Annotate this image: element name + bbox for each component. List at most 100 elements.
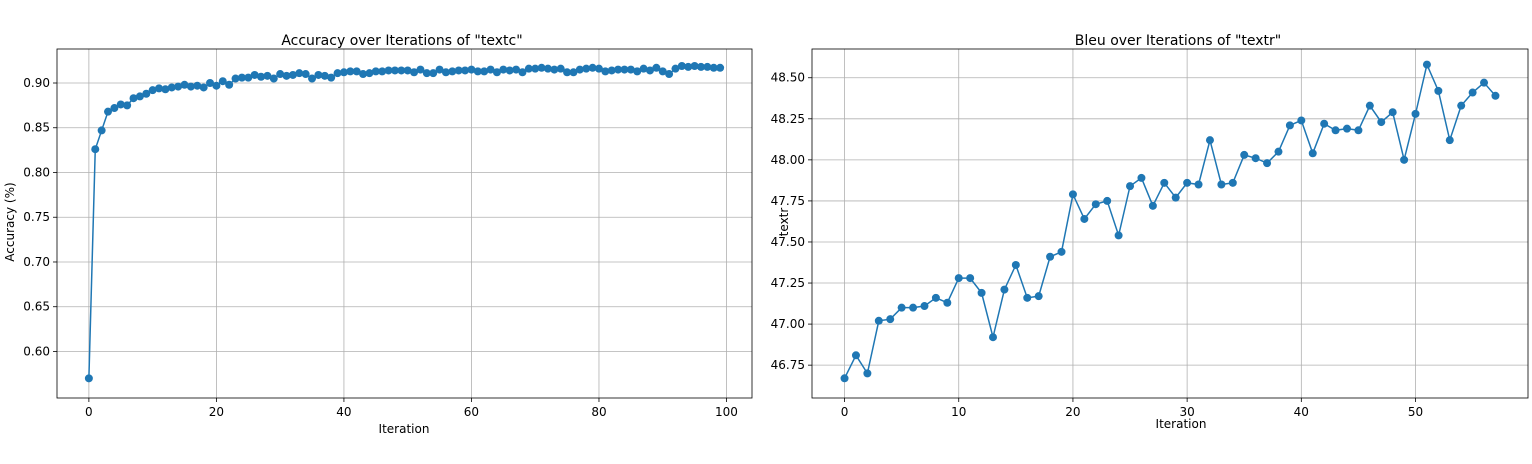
data-point bbox=[186, 82, 195, 91]
data-point bbox=[671, 64, 680, 73]
x-tick-label: 30 bbox=[1179, 405, 1194, 419]
data-point bbox=[339, 68, 348, 77]
y-tick-label: 0.70 bbox=[23, 255, 50, 269]
data-point bbox=[1400, 155, 1409, 164]
data-point bbox=[518, 68, 527, 77]
data-point bbox=[886, 315, 895, 324]
data-point bbox=[371, 67, 380, 76]
data-point bbox=[626, 65, 635, 74]
data-point bbox=[441, 68, 450, 77]
data-point bbox=[429, 69, 438, 78]
chart-title: Accuracy over Iterations of "textc" bbox=[281, 33, 522, 49]
data-point bbox=[909, 303, 918, 312]
data-point bbox=[225, 80, 234, 89]
data-point bbox=[840, 374, 849, 383]
y-tick-label: 46.75 bbox=[771, 358, 805, 372]
data-point bbox=[1205, 136, 1214, 145]
data-point bbox=[359, 70, 368, 79]
data-point bbox=[422, 69, 431, 78]
data-point bbox=[244, 73, 253, 82]
data-point bbox=[1491, 91, 1500, 100]
data-point bbox=[1388, 108, 1397, 117]
y-axis-label: Accuracy (%) bbox=[3, 182, 17, 261]
data-point bbox=[435, 65, 444, 74]
data-point bbox=[1114, 231, 1123, 240]
data-point bbox=[384, 66, 393, 75]
data-point bbox=[1183, 178, 1192, 187]
x-tick-label: 40 bbox=[336, 405, 351, 419]
x-tick-label: 0 bbox=[841, 405, 849, 419]
data-point bbox=[1171, 193, 1180, 202]
data-point bbox=[1080, 214, 1089, 223]
axes-frame bbox=[56, 48, 753, 399]
data-point bbox=[943, 298, 952, 307]
data-point bbox=[977, 288, 986, 297]
data-point bbox=[696, 62, 705, 71]
y-tick-label: 0.90 bbox=[23, 76, 50, 90]
data-point bbox=[920, 302, 929, 311]
data-point bbox=[467, 65, 476, 74]
data-point bbox=[1137, 173, 1146, 182]
series-line bbox=[88, 65, 721, 379]
y-tick-label: 47.75 bbox=[771, 194, 805, 208]
data-point bbox=[1023, 293, 1032, 302]
x-tick-label: 80 bbox=[591, 405, 606, 419]
data-point bbox=[851, 351, 860, 360]
data-point bbox=[665, 70, 674, 79]
data-point bbox=[1320, 119, 1329, 128]
data-point bbox=[524, 64, 533, 73]
data-point bbox=[1457, 101, 1466, 110]
data-point bbox=[480, 67, 489, 76]
data-point bbox=[1160, 178, 1169, 187]
data-point bbox=[1000, 285, 1009, 294]
data-point bbox=[333, 69, 342, 78]
data-point bbox=[365, 69, 374, 78]
y-tick-label: 0.65 bbox=[23, 300, 50, 314]
y-tick-label: 0.60 bbox=[23, 344, 50, 358]
data-point bbox=[308, 74, 317, 83]
data-point bbox=[499, 65, 508, 74]
data-point bbox=[966, 274, 975, 283]
data-point bbox=[416, 65, 425, 74]
data-point bbox=[148, 86, 157, 95]
data-point bbox=[556, 64, 565, 73]
data-point bbox=[276, 70, 285, 79]
y-tick-label: 48.25 bbox=[771, 112, 805, 126]
data-point bbox=[155, 84, 164, 93]
data-point bbox=[684, 62, 693, 71]
data-point bbox=[1240, 150, 1249, 159]
data-point bbox=[1126, 182, 1135, 191]
data-point bbox=[212, 81, 221, 90]
data-point bbox=[282, 71, 291, 80]
x-tick-label: 0 bbox=[85, 405, 93, 419]
data-point bbox=[346, 67, 355, 76]
data-point bbox=[142, 89, 151, 98]
y-tick-label: 48.00 bbox=[771, 153, 805, 167]
data-point bbox=[569, 68, 578, 77]
data-point bbox=[206, 79, 215, 88]
data-point bbox=[537, 63, 546, 72]
data-point bbox=[390, 66, 399, 75]
data-point bbox=[897, 303, 906, 312]
data-point bbox=[633, 67, 642, 76]
x-axis-label: Iteration bbox=[379, 422, 430, 436]
data-point bbox=[988, 333, 997, 342]
y-tick-label: 0.85 bbox=[23, 121, 50, 135]
plot-area: 0 20 40 60 80 100 0.60 0.65 0.70 0.75 0.80 0.85 0.90 bbox=[23, 48, 753, 419]
data-point bbox=[231, 74, 240, 83]
data-point bbox=[180, 80, 189, 89]
data-point bbox=[295, 69, 304, 78]
data-point bbox=[1034, 292, 1043, 301]
data-point bbox=[473, 67, 482, 76]
data-point bbox=[250, 70, 259, 79]
data-point bbox=[505, 66, 514, 75]
data-point bbox=[486, 65, 495, 74]
data-point bbox=[193, 81, 202, 90]
data-point bbox=[1011, 260, 1020, 269]
data-point bbox=[550, 65, 559, 74]
data-point bbox=[1217, 180, 1226, 189]
data-point bbox=[1411, 109, 1420, 118]
axes-frame bbox=[811, 48, 1529, 399]
data-point bbox=[1148, 201, 1157, 210]
